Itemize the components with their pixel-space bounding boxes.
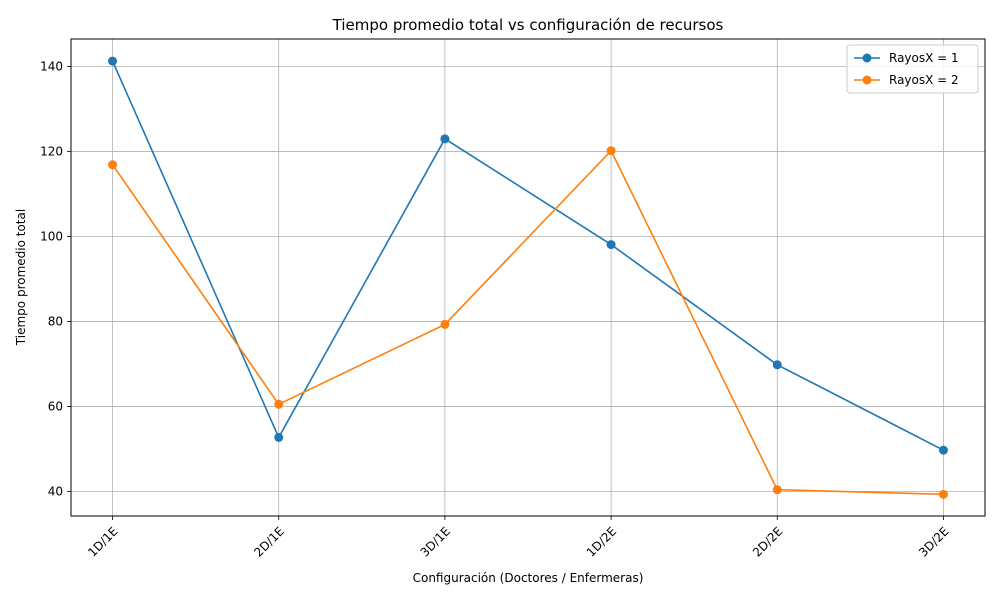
data-point (440, 319, 450, 329)
y-axis-title: Tiempo promedio total (14, 209, 28, 346)
data-point (772, 485, 782, 495)
legend-marker (862, 53, 872, 63)
legend-label: RayosX = 2 (889, 73, 959, 87)
data-point (938, 489, 948, 499)
data-point (440, 134, 450, 144)
legend: RayosX = 1 RayosX = 2 (846, 44, 979, 94)
y-axis-ticks: 40 60 80 100 120 140 (40, 60, 71, 498)
plot-frame (70, 38, 986, 517)
data-point (606, 240, 616, 250)
y-tick-label: 40 (48, 484, 63, 498)
data-point (606, 146, 616, 156)
data-point (274, 432, 284, 442)
data-point (108, 56, 118, 66)
data-point (772, 360, 782, 370)
data-point (938, 445, 948, 455)
y-tick-label: 100 (40, 230, 63, 244)
series-line-1 (111, 60, 944, 451)
y-tick-label: 140 (40, 60, 63, 74)
y-tick-label: 60 (48, 399, 63, 413)
x-axis-title: Configuración (Doctores / Enfermeras) (413, 571, 644, 585)
legend-label: RayosX = 1 (889, 51, 959, 65)
data-point (274, 399, 284, 409)
series-line-2 (111, 149, 944, 496)
y-tick-label: 80 (48, 314, 63, 328)
series-layer (108, 56, 948, 499)
chart-title: Tiempo promedio total vs configuración d… (332, 16, 724, 34)
legend-box (846, 44, 979, 94)
legend-marker (862, 75, 872, 85)
y-tick-label: 120 (40, 145, 63, 159)
data-point (108, 160, 118, 170)
